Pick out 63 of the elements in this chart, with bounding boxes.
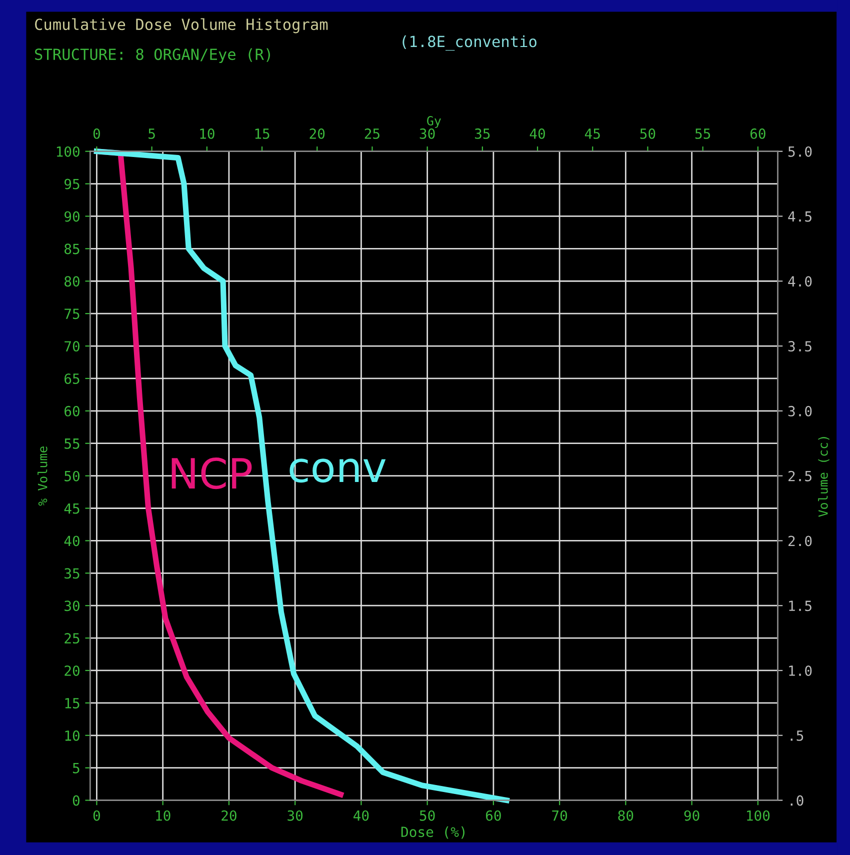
x-tick-label: 20 (222, 810, 236, 821)
x2-axis-title: Gy (427, 116, 441, 128)
y-tick-label: 35 (64, 568, 80, 579)
y2-tick-label: 3.0 (788, 406, 812, 416)
x-tick-label: 0 (93, 810, 100, 821)
x2-tick-label: 10 (200, 128, 214, 139)
y2-tick-label: 4.0 (788, 276, 812, 287)
x-tick-label: 80 (618, 810, 634, 821)
y2-tick-label: 5.0 (788, 146, 812, 157)
y2-tick-label: 1.5 (789, 600, 812, 612)
x-tick-label: 50 (420, 810, 435, 821)
x-tick-label: 40 (354, 810, 369, 821)
x2-tick-label: 45 (584, 128, 600, 139)
x2-tick-label: 5 (148, 128, 155, 139)
x2-tick-label: 15 (255, 128, 270, 139)
y-tick-label: 5 (72, 763, 80, 774)
y-tick-label: 40 (64, 536, 80, 546)
y-tick-label: 65 (64, 373, 80, 384)
y2-tick-label: 4.5 (788, 211, 812, 222)
y-tick-label: 25 (64, 633, 80, 644)
x-tick-label: 10 (156, 810, 170, 821)
y2-tick-label: .5 (790, 730, 804, 741)
y-tick-label: 70 (64, 341, 80, 352)
y-tick-label: 0 (72, 795, 80, 806)
y-tick-label: 45 (64, 503, 80, 514)
x-tick-label: 100 (747, 810, 770, 821)
x2-tick-label: 40 (530, 128, 545, 139)
x2-tick-label: 25 (364, 128, 380, 139)
y-tick-label: 80 (64, 276, 80, 287)
y2-tick-label: .0 (790, 795, 804, 806)
x2-tick-label: 60 (750, 128, 766, 139)
y-tick-label: 50 (64, 470, 80, 482)
x-tick-label: 90 (684, 810, 700, 821)
y-tick-label: 95 (64, 178, 80, 190)
x2-tick-label: 30 (420, 128, 435, 139)
x-axis-title: Dose (%) (401, 826, 464, 839)
y-tick-label: 15 (65, 698, 80, 708)
y-tick-label: 20 (64, 665, 80, 676)
y2-tick-label: 2.0 (788, 536, 812, 546)
y-tick-label: 75 (64, 308, 80, 320)
x-tick-label: 70 (552, 810, 568, 821)
y-tick-label: 30 (64, 600, 80, 612)
y2-axis-title: Volume (cc) (818, 437, 830, 517)
chart-subtitle: STRUCTURE: 8 ORGAN/Eye (R) (35, 48, 270, 64)
y-tick-label: 10 (65, 730, 80, 741)
y2-tick-label: 1.0 (789, 665, 812, 676)
y2-tick-label: 3.5 (788, 341, 812, 352)
y-tick-label: 90 (64, 211, 80, 222)
chart-title: Cumulative Dose Volume Histogram (35, 18, 328, 34)
y-tick-label: 85 (64, 244, 80, 254)
x2-tick-label: 50 (640, 128, 656, 139)
x-tick-label: 30 (288, 810, 303, 821)
x2-tick-label: 35 (474, 128, 490, 139)
text: (1.8E_conventio (402, 35, 536, 51)
y-axis-title: % Volume (38, 446, 48, 506)
y-tick-label: 100 (56, 146, 80, 157)
x2-tick-label: 20 (310, 128, 325, 139)
y-tick-label: 60 (64, 406, 80, 416)
y2-tick-label: 2.5 (788, 470, 812, 482)
x2-tick-label: 55 (695, 128, 710, 139)
x-tick-label: 60 (486, 810, 501, 821)
y-tick-label: 55 (64, 438, 80, 449)
x2-tick-label: 0 (93, 128, 100, 139)
